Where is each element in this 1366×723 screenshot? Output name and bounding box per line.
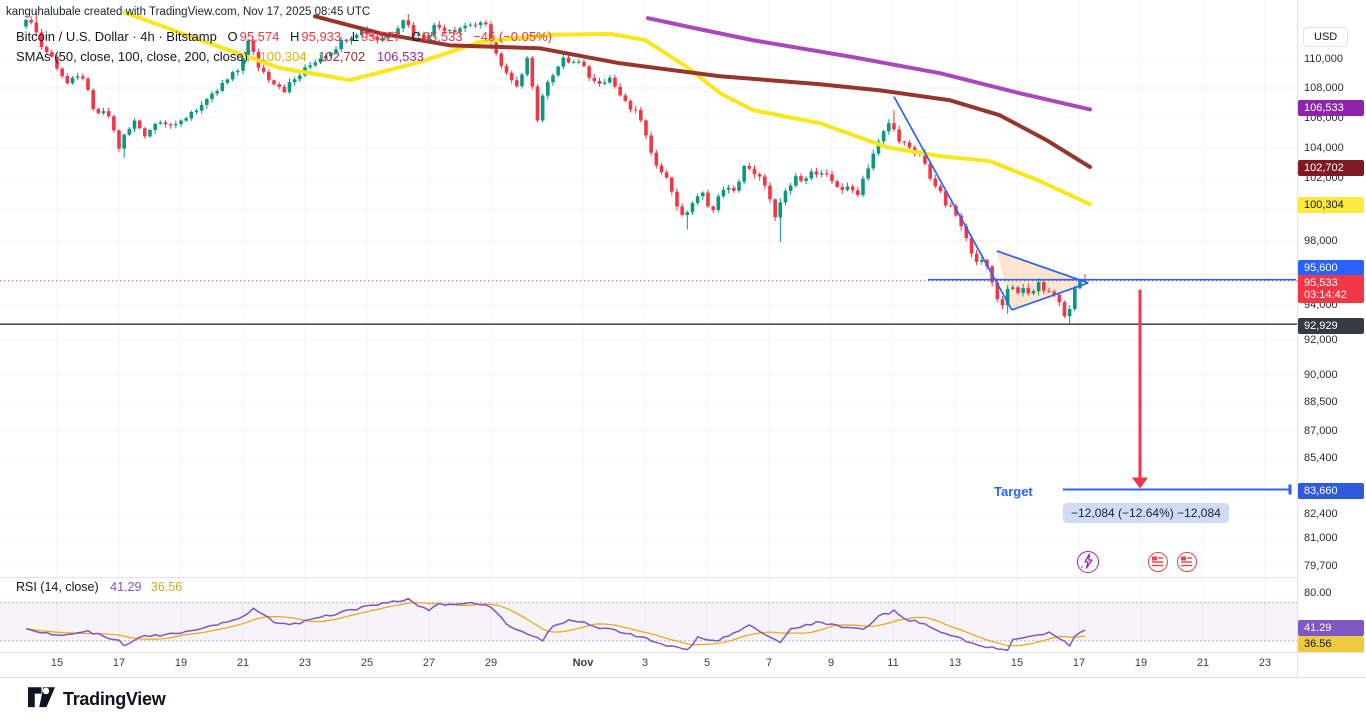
time-tick: 11: [887, 657, 899, 669]
sma200-value: 106,533: [376, 49, 424, 64]
technicals-lightning-icon[interactable]: [1077, 551, 1099, 573]
time-tick: 29: [484, 657, 498, 669]
rsi-legend-label: RSI (14, close): [16, 580, 99, 594]
price-tick: 81,000: [1304, 532, 1338, 544]
time-tick: 23: [1258, 657, 1272, 669]
price-badge: 41.29: [1298, 620, 1364, 636]
us-economic-event-icon[interactable]: [1177, 552, 1197, 572]
ohlc-open-value: 95,574: [239, 29, 280, 44]
price-tick: 110,000: [1304, 53, 1343, 65]
sma-legend[interactable]: SMAs (50, close, 100, close, 200, close)…: [16, 49, 424, 64]
price-tick: 88,500: [1304, 396, 1338, 408]
time-tick: 3: [641, 657, 649, 669]
time-tick: 19: [174, 657, 188, 669]
ohlc-close-label: C: [411, 29, 421, 44]
time-tick: 17: [1072, 657, 1086, 669]
sma100-value: 102,702: [318, 49, 366, 64]
time-tick: Nov: [572, 657, 594, 669]
time-tick: 9: [827, 657, 835, 669]
price-badge: 102,702: [1298, 160, 1364, 176]
ohlc-close-value: 95,533: [422, 29, 463, 44]
price-tick: 79,700: [1304, 560, 1338, 572]
tradingview-logo-text: TradingView: [63, 688, 166, 709]
price-tick: 87,000: [1304, 425, 1338, 437]
candlesticks: [24, 11, 1087, 324]
ohlc-open-label: O: [227, 29, 238, 44]
ohlc-low-value: 95,527: [361, 29, 401, 44]
rsi-pane[interactable]: [0, 597, 1297, 651]
price-badge: 36.56: [1298, 636, 1364, 652]
price-badge: 83,660: [1298, 483, 1364, 499]
rsi-ma-value: 36.56: [150, 580, 183, 594]
sma-legend-label: SMAs (50, close, 100, close, 200, close): [16, 49, 248, 64]
time-tick: 21: [236, 657, 250, 669]
tradingview-logo[interactable]: TradingView: [28, 687, 166, 711]
ohlc-low-label: L: [351, 29, 359, 44]
price-axis-separator: [1297, 0, 1298, 677]
sma100-line: [313, 14, 1092, 169]
price-tick: 90,000: [1304, 369, 1338, 381]
time-axis-separator: [0, 652, 1366, 653]
price-badge: 95,600: [1298, 260, 1364, 276]
drawings[interactable]: [0, 96, 1297, 326]
footer-separator: [0, 677, 1366, 678]
target-label[interactable]: Target: [994, 484, 1033, 499]
target-drawing[interactable]: [1063, 289, 1292, 495]
time-tick: 17: [112, 657, 126, 669]
price-tick: 92,000: [1304, 334, 1338, 346]
price-tick: 85,400: [1304, 452, 1338, 464]
time-tick: 19: [1134, 657, 1148, 669]
price-range-label[interactable]: −12,084 (−12.64%) −12,084: [1063, 503, 1229, 523]
pane-separator[interactable]: [0, 577, 1297, 578]
time-tick: 15: [1010, 657, 1024, 669]
rsi-value: 41.29: [110, 580, 142, 594]
price-badge: 100,304: [1298, 197, 1364, 213]
price-badge: 95,533 03:14:42: [1298, 275, 1364, 303]
tradingview-logo-icon: [28, 687, 55, 708]
time-tick: 7: [765, 657, 773, 669]
ohlc-high-label: H: [289, 29, 300, 44]
price-tick: 98,000: [1304, 235, 1338, 247]
time-tick: 13: [948, 657, 962, 669]
time-tick: 23: [298, 657, 312, 669]
time-tick: 25: [360, 657, 374, 669]
grid-lines: [0, 0, 1297, 651]
price-tick: 108,000: [1304, 82, 1344, 94]
price-pane[interactable]: [0, 10, 1297, 326]
time-tick: 15: [50, 657, 64, 669]
price-badge: 106,533: [1298, 100, 1364, 116]
us-economic-event-icon[interactable]: [1148, 552, 1168, 572]
watermark: kanguhalubale created with TradingView.c…: [6, 6, 371, 18]
sma50-value: 100,304: [259, 49, 307, 64]
time-tick: 27: [422, 657, 436, 669]
sma50-line: [123, 10, 1092, 207]
currency-toggle-button[interactable]: USD: [1303, 27, 1349, 47]
time-tick: 21: [1196, 657, 1210, 669]
sma200-line: [646, 16, 1092, 112]
rsi-legend[interactable]: RSI (14, close) 41.29 36.56: [16, 580, 182, 594]
ohlc-change: −45 (−0.05%): [473, 29, 552, 44]
ohlc-high-value: 95,933: [301, 29, 342, 44]
price-badge: 92,929: [1298, 318, 1364, 334]
price-tick: 82,400: [1304, 508, 1338, 520]
price-tick: 104,000: [1304, 142, 1344, 154]
symbol-title: Bitcoin / U.S. Dollar · 4h · Bitstamp: [16, 29, 217, 44]
time-tick: 5: [703, 657, 711, 669]
price-tick: 80.00: [1304, 587, 1332, 599]
